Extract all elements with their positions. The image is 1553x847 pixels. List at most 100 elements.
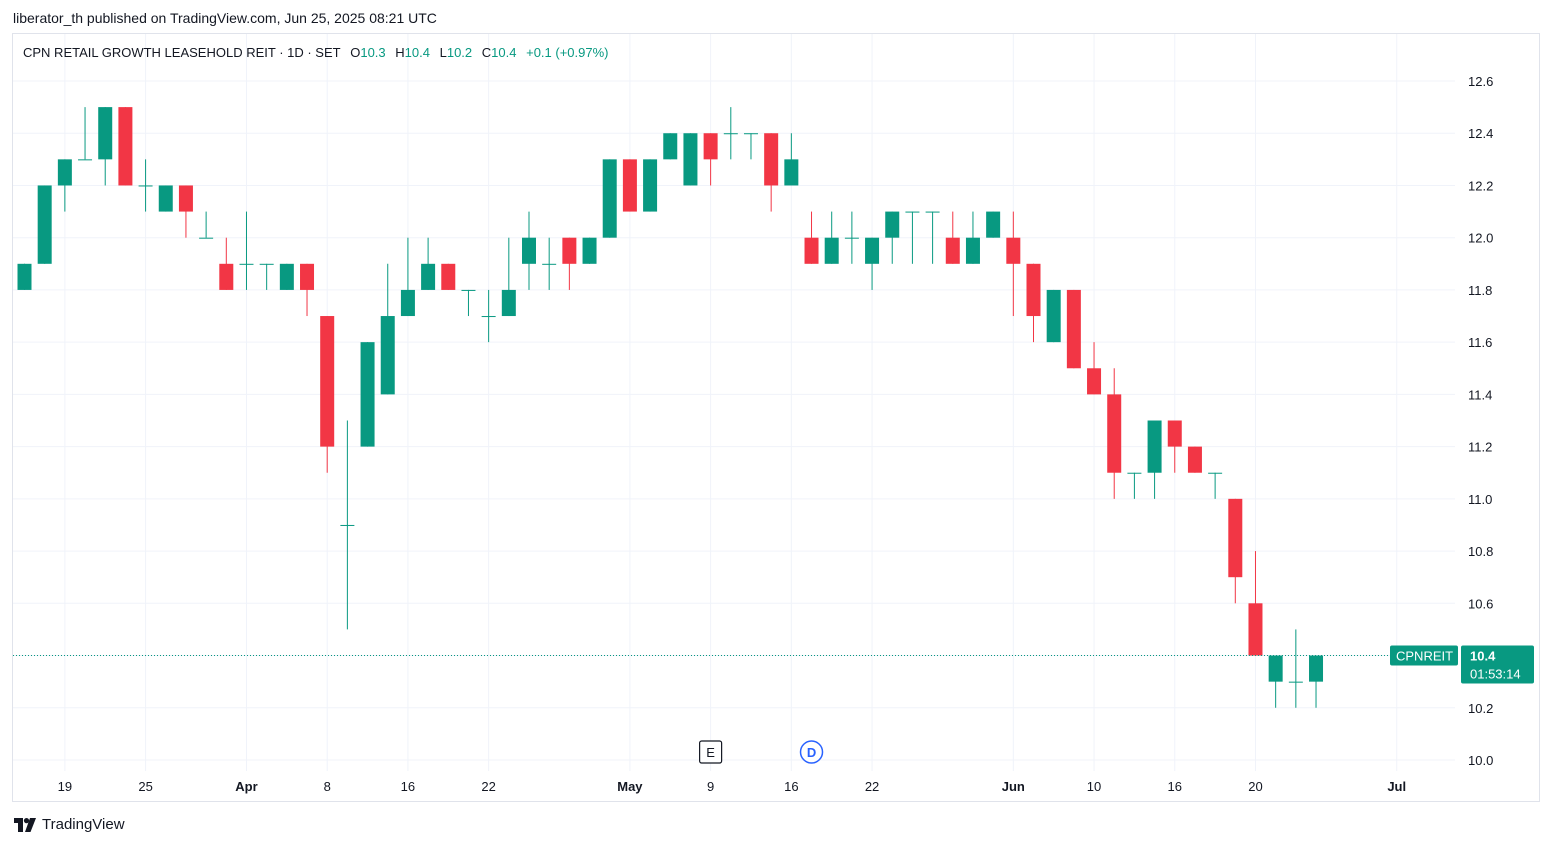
candle[interactable]	[199, 211, 214, 239]
candle[interactable]	[643, 159, 658, 212]
candle[interactable]	[602, 159, 617, 238]
candle[interactable]	[340, 420, 355, 630]
candle[interactable]	[380, 263, 395, 395]
candle[interactable]	[542, 237, 557, 290]
candle-body	[37, 185, 52, 264]
candle[interactable]	[1187, 446, 1202, 473]
candle-body	[178, 185, 193, 212]
candle[interactable]	[582, 237, 597, 264]
candle-body	[78, 159, 93, 161]
candle[interactable]	[1046, 289, 1061, 343]
earnings-marker[interactable]: E	[699, 740, 723, 764]
candle[interactable]	[1026, 263, 1041, 343]
legend-low-value: 10.2	[446, 45, 473, 60]
candle[interactable]	[421, 237, 436, 290]
candle[interactable]	[885, 211, 900, 264]
candle[interactable]	[158, 185, 173, 212]
candle[interactable]	[259, 263, 274, 290]
candle[interactable]	[1066, 289, 1081, 369]
candle[interactable]	[300, 263, 315, 317]
candle[interactable]	[360, 342, 375, 447]
candle[interactable]	[784, 133, 799, 186]
candle[interactable]	[622, 159, 637, 212]
candle[interactable]	[17, 263, 32, 290]
candle[interactable]	[703, 133, 718, 186]
candle[interactable]	[824, 211, 839, 264]
candle[interactable]	[138, 159, 153, 212]
y-tick-label: 12.4	[1468, 126, 1493, 141]
tradingview-logo[interactable]: TradingView	[14, 816, 125, 833]
candle[interactable]	[501, 237, 516, 317]
tradingview-logo-icon	[14, 817, 36, 832]
candle-body	[522, 237, 536, 264]
candle-body	[118, 107, 133, 186]
candle-body	[562, 237, 577, 264]
candle[interactable]	[219, 237, 234, 290]
candle[interactable]	[1006, 211, 1021, 317]
candle[interactable]	[1309, 655, 1324, 708]
candle[interactable]	[320, 316, 335, 473]
x-tick-label: 22	[865, 779, 879, 794]
candle[interactable]	[461, 289, 476, 317]
candle-body	[1066, 289, 1081, 369]
candle[interactable]	[683, 133, 698, 186]
price-tag: CPNREIT 10.4 01:53:14	[1390, 645, 1534, 684]
candle-body	[1087, 368, 1102, 395]
candle[interactable]	[1127, 472, 1142, 499]
dividend-marker[interactable]: D	[799, 740, 824, 764]
y-tick-label: 11.4	[1468, 387, 1492, 402]
legend-title: CPN RETAIL GROWTH LEASEHOLD REIT · 1D · …	[23, 45, 341, 60]
candle[interactable]	[743, 133, 758, 160]
symbol-tag-label: CPNREIT	[1396, 649, 1453, 664]
candle[interactable]	[965, 211, 980, 264]
candle-body	[380, 316, 395, 395]
candle-body	[239, 263, 254, 265]
candle[interactable]	[865, 237, 880, 290]
candle[interactable]	[1288, 629, 1303, 708]
chart-frame[interactable]	[12, 33, 1540, 802]
candle[interactable]	[723, 107, 738, 160]
candle[interactable]	[522, 211, 536, 290]
candle[interactable]	[1087, 342, 1102, 395]
candle[interactable]	[663, 133, 678, 160]
y-tick-label: 10.2	[1468, 701, 1493, 716]
candle[interactable]	[57, 159, 72, 212]
candle-body	[723, 133, 738, 135]
candle[interactable]	[1248, 551, 1263, 656]
symbol-legend[interactable]: CPN RETAIL GROWTH LEASEHOLD REIT · 1D · …	[23, 45, 609, 60]
candle[interactable]	[945, 211, 960, 264]
candle-body	[1248, 603, 1263, 656]
candle[interactable]	[1268, 655, 1283, 708]
candle[interactable]	[925, 211, 940, 264]
candle-body	[965, 237, 980, 264]
candle[interactable]	[78, 107, 93, 161]
candle[interactable]	[400, 237, 415, 317]
candle[interactable]	[764, 133, 779, 212]
candle[interactable]	[905, 211, 920, 264]
legend-low-label: L	[439, 45, 447, 60]
candle[interactable]	[1228, 498, 1243, 604]
candle[interactable]	[1208, 472, 1223, 499]
candle-body	[421, 263, 436, 290]
candle[interactable]	[562, 237, 577, 290]
candle[interactable]	[986, 211, 1001, 238]
candle[interactable]	[178, 185, 193, 238]
candle[interactable]	[1147, 420, 1162, 499]
candle[interactable]	[1107, 368, 1122, 499]
symbol-tag	[1390, 645, 1458, 666]
candle-body	[1167, 420, 1182, 447]
candle-body	[98, 107, 113, 160]
candle[interactable]	[441, 263, 456, 290]
candle[interactable]	[118, 107, 133, 186]
candle-body	[1046, 289, 1061, 343]
candle[interactable]	[1167, 420, 1182, 473]
candle[interactable]	[279, 263, 294, 290]
candle[interactable]	[239, 211, 254, 290]
candle[interactable]	[804, 211, 819, 264]
candle[interactable]	[844, 211, 859, 264]
candle-body	[1228, 498, 1243, 578]
candle[interactable]	[481, 289, 496, 343]
candle[interactable]	[98, 107, 113, 186]
candle[interactable]	[37, 185, 52, 264]
